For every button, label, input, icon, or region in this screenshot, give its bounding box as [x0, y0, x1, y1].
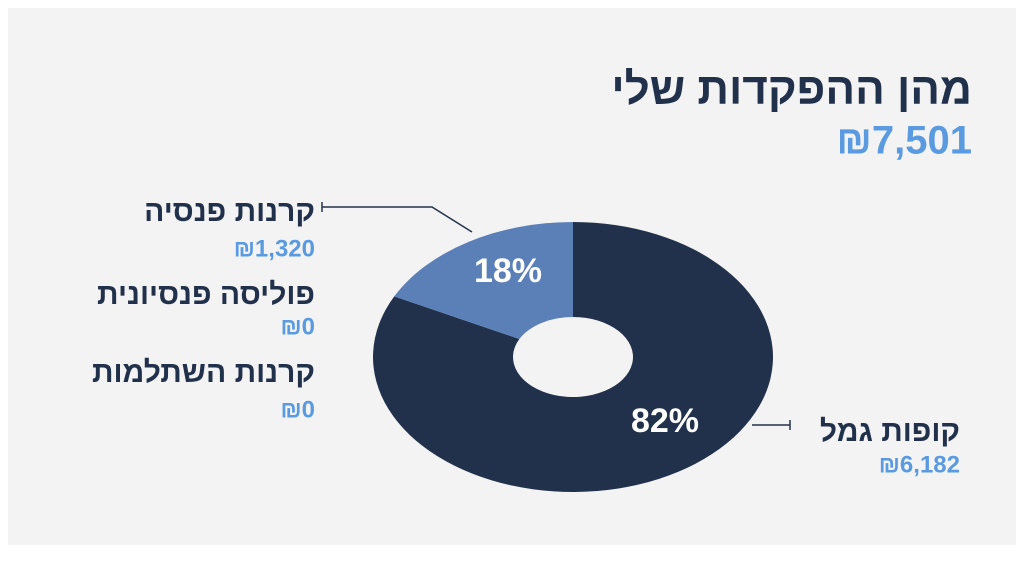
- value-label: ₪0: [280, 396, 315, 423]
- value-label: ₪0: [280, 313, 315, 340]
- total-label: ₪7,501: [837, 119, 972, 163]
- legend-label: קופות גמל: [820, 415, 960, 448]
- legend-label: קרנות פנסיה: [144, 195, 315, 228]
- legend-label: פוליסה פנסיונית: [97, 278, 315, 311]
- value-label: ₪6,182: [879, 451, 960, 478]
- percent-label: 18%: [474, 252, 542, 290]
- donut-slice: [373, 222, 773, 492]
- legend-label: קרנות השתלמות: [92, 356, 315, 389]
- donut-slice: [394, 222, 573, 340]
- percent-label: 82%: [631, 402, 699, 440]
- chart-title: מהן ההפקדות שלי: [611, 65, 972, 114]
- value-label: ₪1,320: [234, 235, 315, 262]
- leader-line: [322, 206, 473, 233]
